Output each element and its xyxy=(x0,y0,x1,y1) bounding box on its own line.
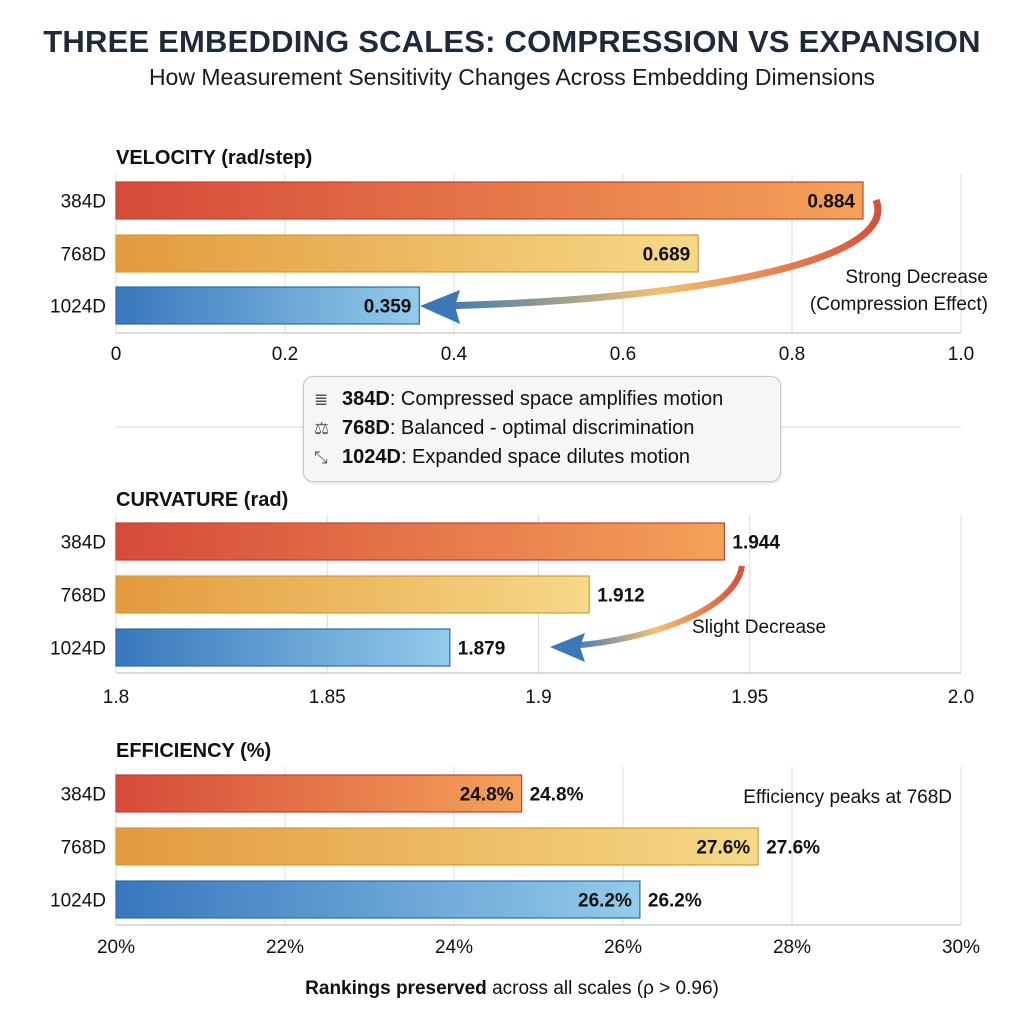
legend-text: : Compressed space amplifies motion xyxy=(389,388,724,410)
annotation: Efficiency peaks at 768D xyxy=(743,787,952,808)
tick-label: 1.0 xyxy=(948,344,974,365)
value-label: 0.884 xyxy=(807,192,855,213)
tick-label: 2.0 xyxy=(948,687,974,708)
value-label: 0.689 xyxy=(643,245,691,266)
stack-coil-icon: ≣ xyxy=(314,390,329,409)
tick-label: 1.85 xyxy=(309,687,346,708)
chart-title: EFFICIENCY (%) xyxy=(116,740,271,762)
footer-note: Rankings preserved across all scales (ρ … xyxy=(0,978,1024,1000)
legend-label: 768D xyxy=(342,417,390,439)
value-label-outside: 1.944 xyxy=(732,533,780,554)
expand-arrows-icon: ⤡ xyxy=(314,448,328,467)
tick-label: 1.9 xyxy=(525,687,551,708)
category-label: 1024D xyxy=(50,891,106,912)
annotation: Strong Decrease xyxy=(845,267,988,288)
bar-384D xyxy=(115,774,523,813)
legend-box: ≣ 384D: Compressed space amplifies motion… xyxy=(303,376,781,482)
category-label: 1024D xyxy=(50,639,106,660)
bar-384D xyxy=(115,522,726,561)
tick-label: 20% xyxy=(97,937,135,958)
value-label: 27.6% xyxy=(696,838,750,859)
tick-label: 0.6 xyxy=(610,344,636,365)
legend-item-768d: ⚖ 768D: Balanced - optimal discrimination xyxy=(314,414,780,443)
tick-label: 1.8 xyxy=(103,687,129,708)
chart-title: VELOCITY (rad/step) xyxy=(116,147,312,169)
footer-bold: Rankings preserved xyxy=(305,978,487,999)
legend-label: 384D xyxy=(342,388,390,410)
chart-title: CURVATURE (rad) xyxy=(116,489,288,511)
legend-text: : Expanded space dilutes motion xyxy=(400,446,691,468)
footer-text: across all scales (ρ > 0.96) xyxy=(486,978,719,999)
category-label: 1024D xyxy=(50,297,106,318)
legend-label: 1024D xyxy=(342,446,401,468)
value-label: 24.8% xyxy=(460,785,514,806)
value-label-outside: 26.2% xyxy=(648,891,702,912)
tick-label: 1.95 xyxy=(731,687,768,708)
trend-arrow xyxy=(439,198,882,310)
category-label: 384D xyxy=(61,785,106,806)
legend-text: : Balanced - optimal discrimination xyxy=(389,417,695,439)
tick-label: 0.8 xyxy=(779,344,805,365)
legend-item-1024d: ⤡ 1024D: Expanded space dilutes motion xyxy=(314,443,780,472)
bar-768D xyxy=(115,575,590,614)
value-label-outside: 27.6% xyxy=(766,838,820,859)
value-label: 0.359 xyxy=(364,297,412,318)
arrow-head-icon xyxy=(550,633,585,662)
bar-768D xyxy=(115,234,699,273)
bar-768D xyxy=(115,827,759,866)
balance-scale-icon: ⚖ xyxy=(314,419,330,438)
tick-label: 0.2 xyxy=(272,344,298,365)
page-title: THREE EMBEDDING SCALES: COMPRESSION VS E… xyxy=(43,24,981,59)
arrow-head-icon xyxy=(420,290,460,324)
bar-1024D xyxy=(115,628,451,667)
tick-label: 24% xyxy=(435,937,473,958)
page-subtitle: How Measurement Sensitivity Changes Acro… xyxy=(148,64,876,90)
category-label: 384D xyxy=(61,192,106,213)
bar-1024D xyxy=(115,880,641,919)
value-label-outside: 1.912 xyxy=(597,586,645,607)
value-label-outside: 1.879 xyxy=(458,639,506,660)
category-label: 768D xyxy=(61,245,106,266)
legend-item-384d: ≣ 384D: Compressed space amplifies motion xyxy=(314,385,780,414)
tick-label: 22% xyxy=(266,937,304,958)
category-label: 768D xyxy=(61,838,106,859)
tick-label: 0 xyxy=(111,344,122,365)
annotation: Slight Decrease xyxy=(692,617,826,638)
chart-1: CURVATURE (rad) 1.8 1.85 1.9 1.95 2.0 384D 1.94… xyxy=(50,489,974,708)
bar-384D xyxy=(115,181,864,220)
value-label: 26.2% xyxy=(578,891,632,912)
chart-0: VELOCITY (rad/step) 0 0.2 0.4 0.6 0.8 1.0 384D 0… xyxy=(50,147,988,365)
bar-1024D xyxy=(115,286,420,325)
tick-label: 26% xyxy=(604,937,642,958)
trend-arrow xyxy=(569,565,745,649)
tick-label: 28% xyxy=(773,937,811,958)
tick-label: 0.4 xyxy=(441,344,468,365)
chart-2: EFFICIENCY (%) 20% 22% 24% 26% 28% 30% 384D 24.8… xyxy=(50,740,980,958)
category-label: 768D xyxy=(61,586,106,607)
value-label-outside: 24.8% xyxy=(530,785,584,806)
annotation: (Compression Effect) xyxy=(810,294,988,315)
category-label: 384D xyxy=(61,533,106,554)
tick-label: 30% xyxy=(942,937,980,958)
